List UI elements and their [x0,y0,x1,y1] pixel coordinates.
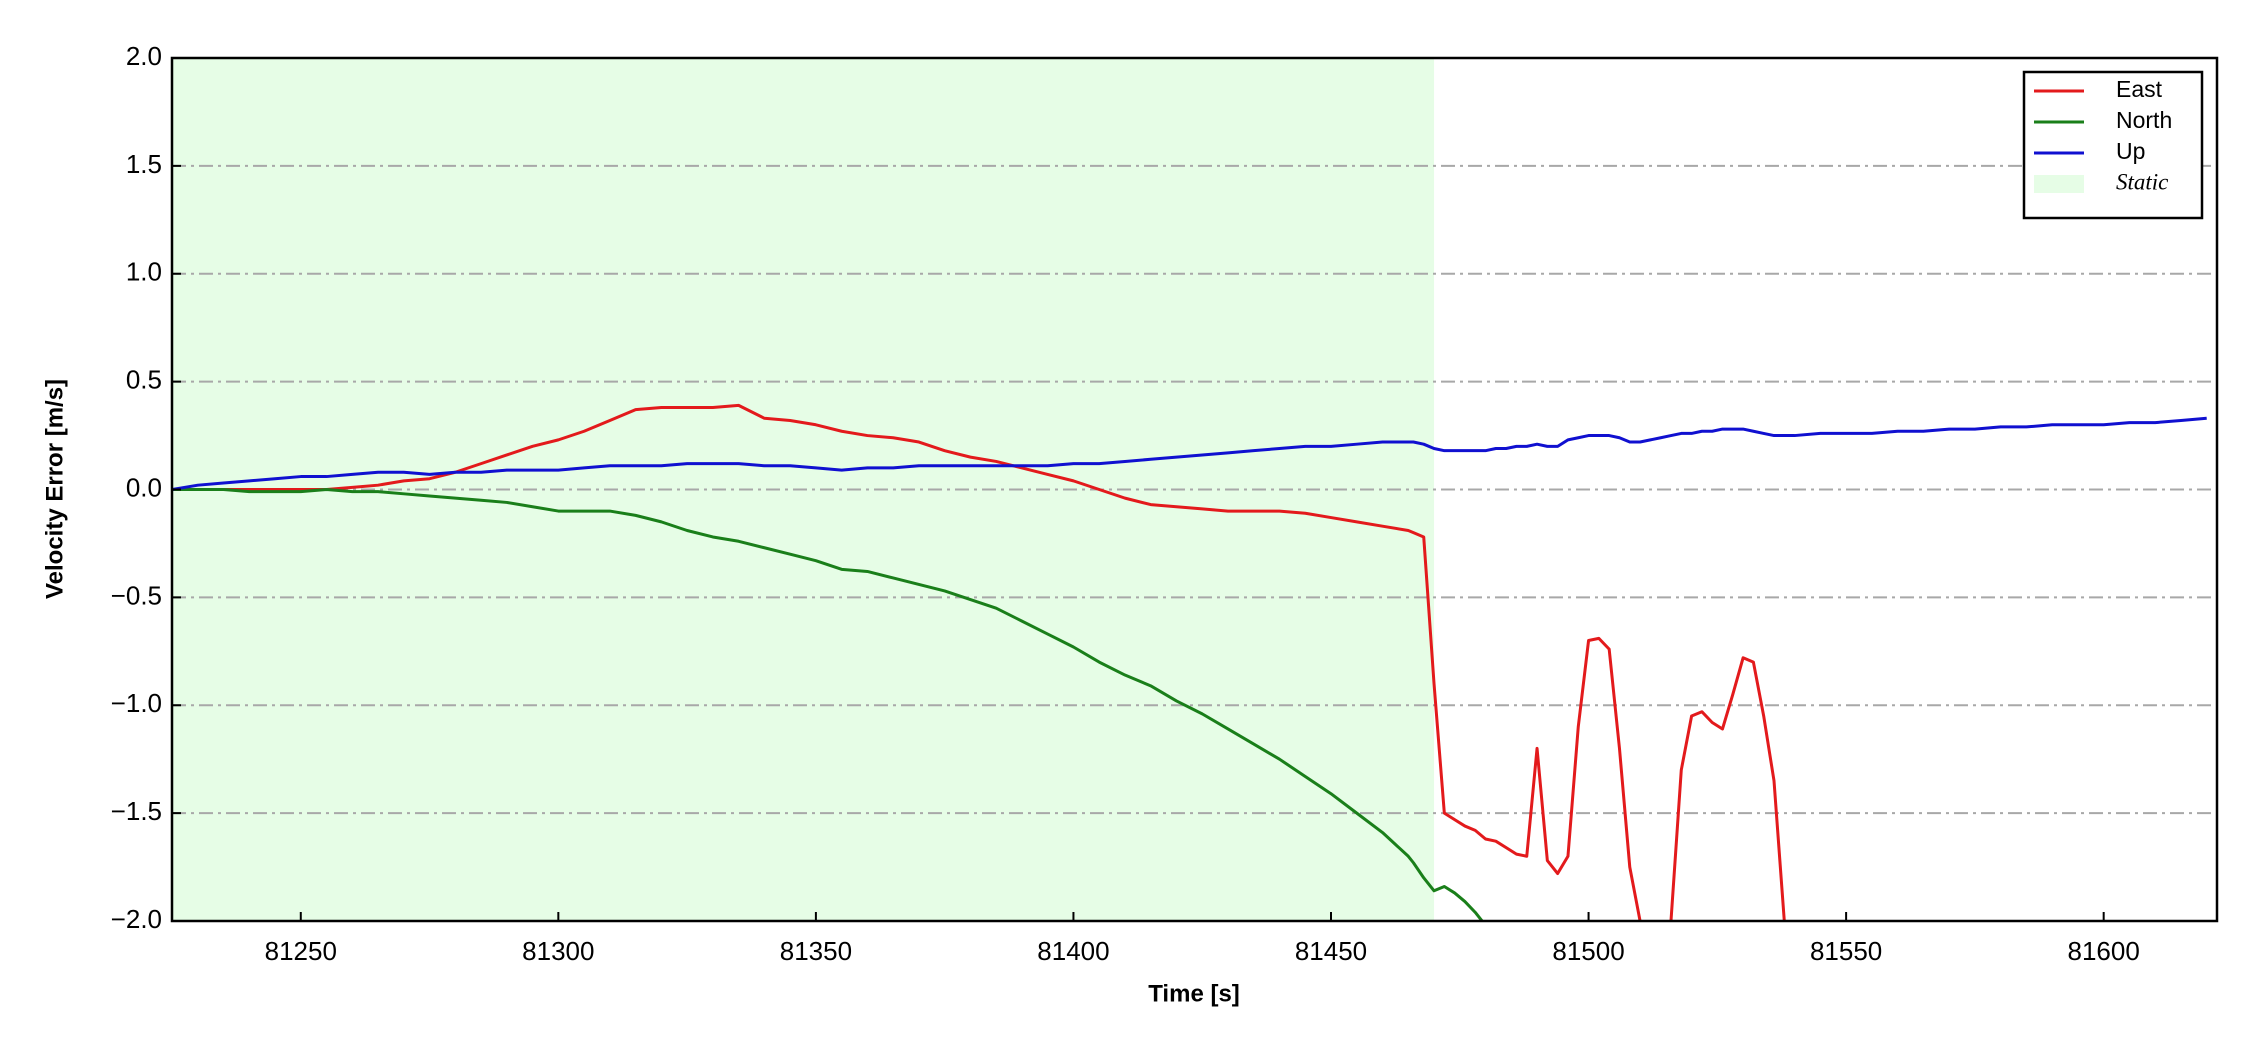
y-tick-label: 0.0 [126,472,162,502]
axes-layer: −2.0 −1.5 −1.0 −0.5 0.0 0.5 1.0 1.5 2.0 81250 8130… [111,41,2219,966]
x-tick-label: 81350 [780,936,852,966]
plot-frame [170,56,2219,923]
y-tick-label: −1.5 [111,796,162,826]
legend: East North Up Static [2022,70,2204,220]
y-tick-label: −0.5 [111,580,162,610]
y-tick-label: 1.5 [126,149,162,179]
x-tick-label: 81450 [1295,936,1367,966]
y-tick-label: 0.5 [126,365,162,395]
x-axis-label: Time [s] [1148,980,1240,1007]
series-line [172,403,1786,921]
series-line [172,488,1485,921]
legend-label: Static [2116,169,2168,194]
lines-layer [172,403,2207,921]
legend-swatch [2034,175,2084,193]
y-tick-label: −2.0 [111,904,162,934]
legend-label: East [2116,76,2163,102]
x-tick-label: 81600 [2068,936,2140,966]
legend-label: Up [2116,138,2145,164]
y-tick-label: 1.0 [126,257,162,287]
y-axis-label: Velocity Error [m/s] [41,379,68,599]
x-tick-label: 81500 [1552,936,1624,966]
x-tick-label: 81250 [265,936,337,966]
legend-box [2022,70,2204,220]
x-tick-label: 81400 [1037,936,1109,966]
y-tick-label: −1.0 [111,688,162,718]
series-line [172,416,2207,491]
x-tick-label: 81550 [1810,936,1882,966]
grid-layer [172,164,2217,815]
legend-label: North [2116,107,2172,133]
x-tick-label: 81300 [522,936,594,966]
y-tick-label: 2.0 [126,41,162,71]
